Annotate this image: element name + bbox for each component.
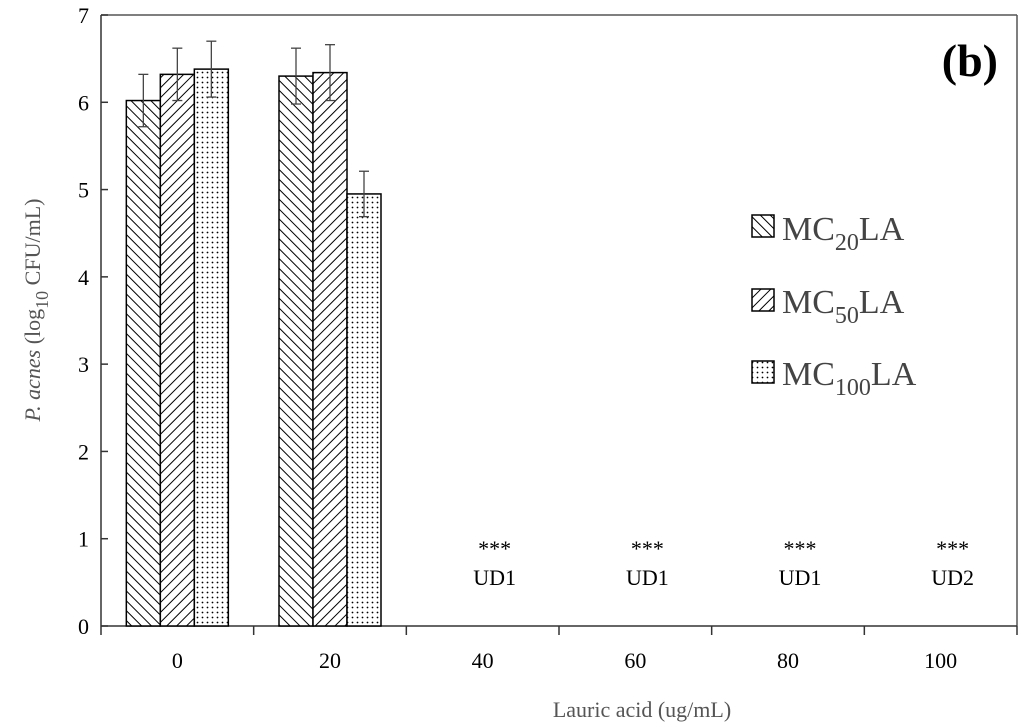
x-tick-label: 40	[472, 648, 494, 673]
axes	[100, 14, 1018, 635]
annotations: *** UD1 *** UD1 *** UD1 *** UD2	[473, 536, 974, 590]
y-axis-title-italic: P. acnes	[20, 350, 45, 423]
y-axis-title: P. acnes (log10 CFU/mL)	[20, 199, 52, 423]
bar-series-0-cat-0	[125, 99, 162, 627]
legend-label-2: MC100LA	[782, 356, 917, 401]
annotation-stars: ***	[478, 536, 511, 561]
legend-item-0: MC20LA	[751, 211, 905, 256]
y-tick-label: 7	[78, 3, 89, 28]
legend-swatch-1	[751, 288, 775, 312]
y-tick-label: 4	[78, 265, 89, 290]
x-tick-labels: 0 20 40 60 80 100	[172, 648, 957, 673]
annotation-label: UD2	[931, 565, 974, 590]
y-axis-title-sub: 10	[32, 291, 52, 309]
bars-group	[125, 40, 382, 627]
bar-series-0-cat-1	[278, 75, 314, 627]
y-tick-label: 6	[78, 90, 89, 115]
annotation-stars: ***	[784, 536, 817, 561]
x-tick-label: 100	[924, 648, 957, 673]
y-tick-label: 3	[78, 352, 89, 377]
annotation-stars: ***	[631, 536, 664, 561]
legend-label-1: MC50LA	[782, 284, 905, 329]
bar-series-1-cat-0	[159, 73, 196, 627]
y-tick-label: 5	[78, 178, 89, 203]
x-tick-label: 80	[777, 648, 799, 673]
legend-swatch-0	[751, 214, 775, 238]
x-axis-title: Lauric acid (ug/mL)	[553, 697, 731, 722]
legend: MC20LA MC50LA MC100LA	[751, 211, 917, 401]
y-tick-label: 1	[78, 527, 89, 552]
legend-item-1: MC50LA	[751, 284, 905, 329]
legend-label-0: MC20LA	[782, 211, 905, 256]
bar-series-2-cat-1	[346, 193, 382, 627]
annotation-stars: ***	[936, 536, 969, 561]
y-tick-label: 2	[78, 439, 89, 464]
annotation-label: UD1	[473, 565, 516, 590]
y-axis-title-post: CFU/mL)	[20, 199, 45, 291]
bar-series-1-cat-1	[312, 71, 348, 627]
annotation-label: UD1	[779, 565, 822, 590]
bar-series-2-cat-0	[193, 68, 230, 627]
x-tick-label: 20	[319, 648, 341, 673]
legend-item-2: MC100LA	[751, 356, 917, 401]
x-tick-label: 60	[624, 648, 646, 673]
panel-label: (b)	[942, 35, 998, 86]
y-tick-labels: 0 1 2 3 4 5 6 7	[78, 3, 89, 639]
legend-swatch-2	[751, 360, 775, 384]
y-tick-label: 0	[78, 614, 89, 639]
x-tick-label: 0	[172, 648, 183, 673]
annotation-label: UD1	[626, 565, 669, 590]
y-axis-title-pre: (log	[20, 309, 45, 350]
